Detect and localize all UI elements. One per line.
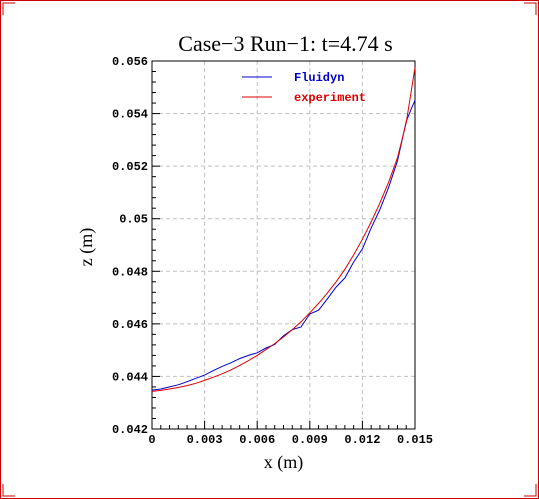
- y-tick-label: 0.05: [119, 213, 148, 227]
- plot-area: [151, 60, 416, 430]
- axis-ticks: 0 0.003 0.006 0.009 0.012 0.015 0.042 0.044 0.04…: [112, 55, 433, 447]
- corner-mark: [2, 484, 15, 497]
- series-layer: [151, 67, 416, 392]
- grid: [152, 61, 415, 429]
- legend-label-fluidyn: Fluidyn: [294, 71, 344, 85]
- y-tick-label: 0.052: [112, 160, 148, 174]
- y-tick-label: 0.044: [112, 370, 148, 384]
- corner-mark: [2, 2, 15, 15]
- legend-label-experiment: experiment: [294, 91, 366, 105]
- y-tick-label: 0.054: [112, 108, 148, 122]
- x-tick-label: 0.015: [397, 433, 433, 447]
- x-tick-label: 0.012: [344, 433, 380, 447]
- y-axis-label: z (m): [76, 228, 97, 266]
- chart-title: Case−3 Run−1: t=4.74 s: [178, 31, 392, 56]
- corner-mark: [524, 2, 537, 15]
- x-tick-label: 0: [148, 433, 155, 447]
- y-tick-label: 0.048: [112, 265, 148, 279]
- series-line-experiment: [151, 67, 416, 392]
- corner-mark: [524, 484, 537, 497]
- y-tick-label: 0.042: [112, 423, 148, 437]
- x-axis-label: x (m): [264, 452, 304, 473]
- y-tick-label: 0.056: [112, 55, 148, 69]
- x-tick-label: 0.009: [292, 433, 328, 447]
- x-tick-label: 0.003: [187, 433, 223, 447]
- legend: Fluidyn experiment: [242, 71, 366, 105]
- series-line-fluidyn: [151, 100, 416, 391]
- x-tick-label: 0.006: [239, 433, 275, 447]
- y-tick-label: 0.046: [112, 318, 148, 332]
